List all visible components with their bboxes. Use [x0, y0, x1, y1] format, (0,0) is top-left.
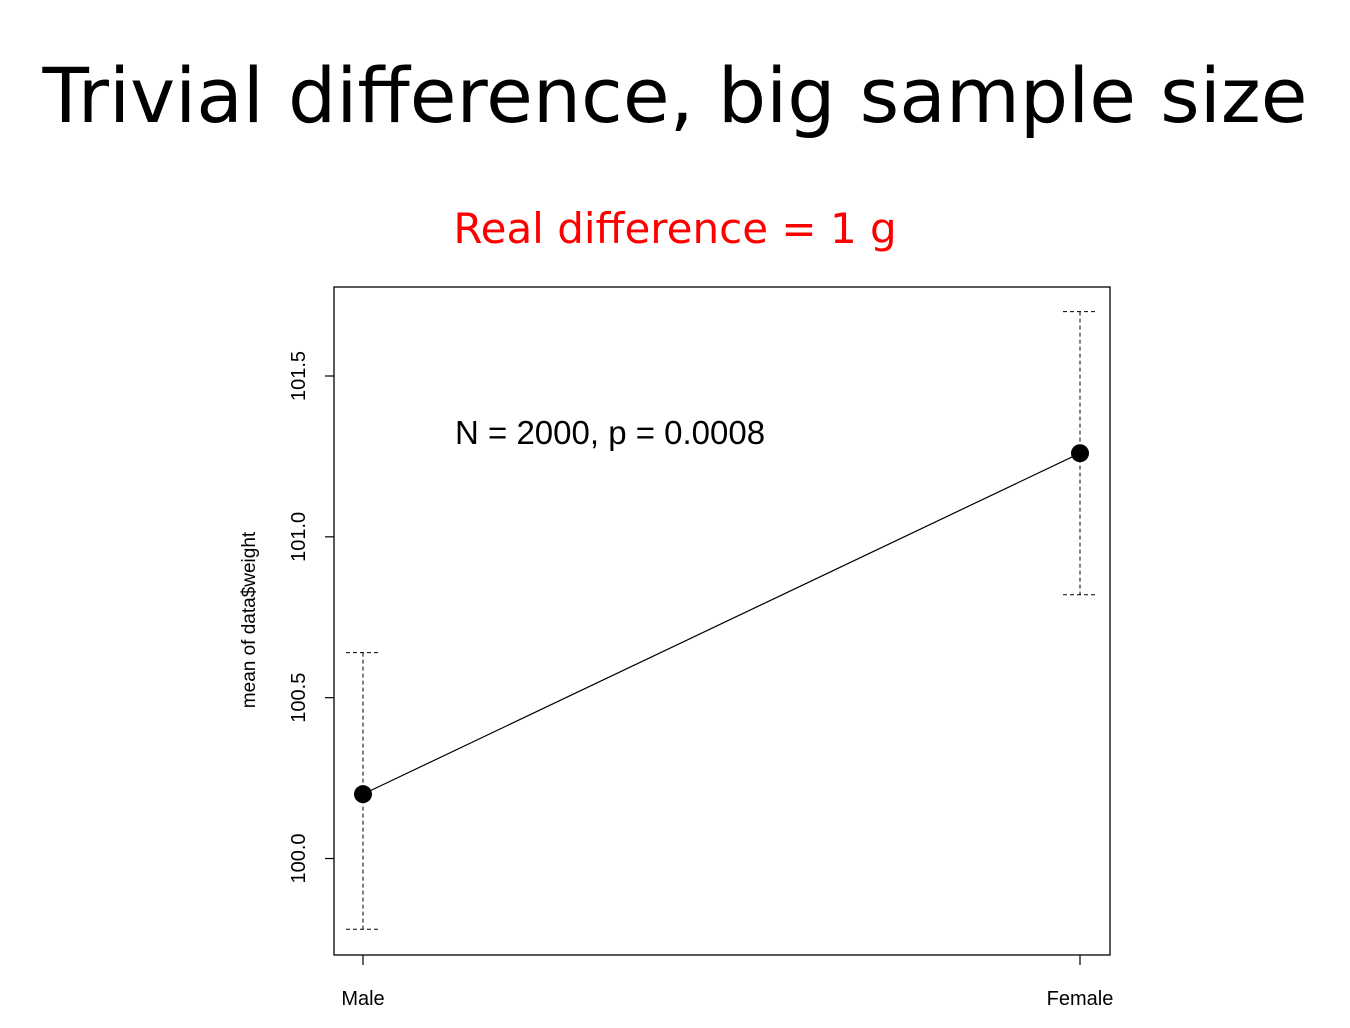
y-tick-label: 100.0 [288, 833, 310, 883]
data-point-male [354, 785, 372, 804]
x-tick-label: Female [1047, 988, 1114, 1010]
slide-title: Trivial difference, big sample size [42, 51, 1308, 140]
y-tick-label: 101.0 [288, 512, 310, 562]
chart-subtitle: Real difference = 1 g [453, 204, 897, 253]
plot-annotation: N = 2000, p = 0.0008 [455, 414, 765, 451]
data-point-female [1071, 444, 1089, 463]
error-bars [346, 311, 1097, 930]
y-tick-label: 101.5 [288, 351, 310, 401]
y-axis-label: mean of data$weight [239, 531, 260, 708]
y-axis: 100.0 100.5 101.0 101.5 [288, 351, 334, 884]
x-tick-label: Male [341, 988, 384, 1010]
y-tick-label: 100.5 [288, 673, 310, 723]
plot-frame [333, 286, 1111, 956]
x-axis: Male Female [341, 955, 1113, 1010]
series-line [362, 452, 1081, 795]
series [354, 444, 1089, 804]
